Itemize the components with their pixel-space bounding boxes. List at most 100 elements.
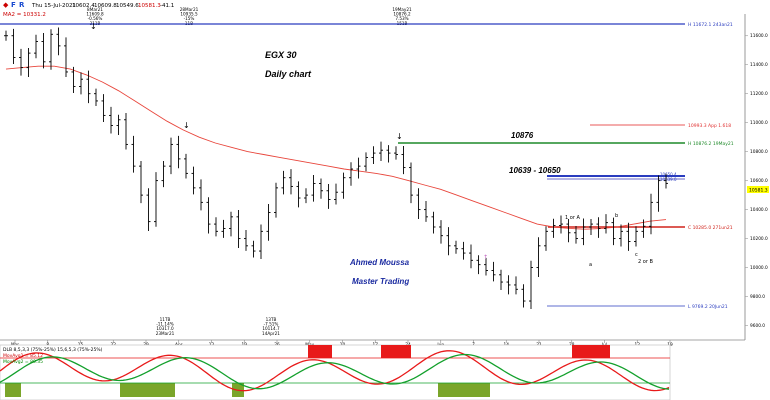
- osc-movavg1: MovAvg1 = 85.12: [3, 353, 43, 359]
- toolbar-low: 10549.6: [116, 3, 139, 9]
- price-tick-label: 11400.0: [750, 62, 768, 68]
- toolbar-high: 10609.8: [94, 3, 117, 9]
- ohlc-bar: [551, 218, 556, 238]
- ohlc-bar: [334, 183, 338, 205]
- ohlc-bar: [236, 210, 241, 248]
- osc-movavg2: MovAvg2 = 80.35: [3, 359, 43, 365]
- ohlc-bar: [604, 214, 608, 234]
- last-price-text: 10581.3: [749, 188, 768, 194]
- ohlc-bar: [611, 217, 616, 246]
- f-icon[interactable]: F: [11, 1, 16, 9]
- ohlc-bar: [281, 170, 286, 195]
- last-price-marker: [747, 186, 769, 193]
- ohlc-bar: [566, 219, 571, 243]
- ohlc-bar: [409, 162, 413, 204]
- ohlc-bar: [49, 29, 53, 70]
- level-label-9769: L 9769.2 20Jun21: [688, 304, 728, 310]
- callout-line: 311B: [90, 21, 101, 26]
- ohlc-bar: [349, 162, 353, 186]
- ohlc-bar: [251, 240, 256, 258]
- callout-line: 7.53%: [395, 16, 408, 21]
- ohlc-bar: [649, 193, 653, 235]
- osc-red-zone: [308, 345, 332, 358]
- ohlc-bar: [461, 241, 466, 260]
- callout-line: 19May21: [392, 7, 412, 12]
- level-label-app: 10993.3 App 1.618: [688, 123, 731, 129]
- wave-label-c: c: [635, 252, 638, 258]
- ohlc-bar: [506, 275, 511, 295]
- ohlc-bar: [319, 178, 323, 199]
- ohlc-bar: [206, 197, 211, 234]
- ohlc-bar: [641, 219, 646, 238]
- ohlc-bar: [559, 215, 563, 234]
- ohlc-bar: [19, 48, 23, 76]
- ohlc-bar: [101, 94, 106, 122]
- price-axis: 11600.0 11400.0 11200.0 11000.0 10800.0 10600…: [745, 33, 768, 329]
- chart-subtitle: Daily chart: [265, 69, 312, 79]
- ohlc-bar: [424, 201, 428, 222]
- ohlc-bar: [401, 145, 406, 175]
- wave-label-2b: 2 or B: [638, 259, 653, 265]
- ohlc-bar: [581, 218, 586, 246]
- osc-green-zone: [120, 383, 175, 397]
- ohlc-bar: [109, 106, 113, 134]
- callout-line: 151B: [397, 21, 408, 26]
- callout-line: 11B: [185, 21, 193, 26]
- toolbar-change: -41.1: [160, 3, 174, 9]
- toolbar: ◆ F R Thu 15-Jul-2021 10602.4 10609.8 10…: [3, 1, 174, 9]
- toolbar-close: 10581.3: [138, 3, 161, 9]
- moving-average-line: [5, 65, 667, 230]
- price-tick-label: 9800.0: [750, 294, 765, 300]
- ohlc-bar: [356, 157, 361, 179]
- chart-title: EGX 30: [265, 50, 297, 60]
- ohlc-bar: [71, 66, 76, 93]
- callout-line: -0.56%: [88, 16, 103, 21]
- wave-label-a: a: [589, 262, 592, 268]
- ohlc-bar: [176, 135, 181, 169]
- annotation-10876: 10876: [511, 131, 534, 140]
- ohlc-bar: [439, 220, 443, 244]
- ohlc-bar: [229, 211, 233, 237]
- ohlc-bar: [634, 226, 638, 247]
- ohlc-bar: [244, 230, 248, 251]
- callout-line: 10114.7: [262, 326, 280, 331]
- osc-green-zone: [438, 383, 490, 397]
- ohlc-bar: [476, 255, 481, 275]
- osc-red-zone: [572, 345, 610, 358]
- callout-line: 28Mar21: [180, 7, 199, 12]
- wave-label-1a: 1 or A: [565, 215, 580, 221]
- price-tick-label: 11200.0: [750, 91, 768, 97]
- ohlc-bar: [191, 166, 196, 195]
- level-label-11672: H 11672.1 243an21: [688, 22, 733, 28]
- ohlc-bar: [86, 70, 91, 104]
- ohlc-bar: [484, 257, 488, 276]
- annotation-range: 10639 - 10650: [509, 166, 561, 175]
- ohlc-bar: [124, 112, 128, 150]
- callout-line: 23Mar21: [156, 331, 175, 336]
- d-icon[interactable]: ◆: [3, 1, 9, 9]
- ohlc-bar: [514, 276, 518, 295]
- ohlc-bar: [274, 182, 278, 218]
- ohlc-bar: [259, 224, 263, 260]
- ohlc-bar: [296, 181, 301, 208]
- ohlc-bar: [536, 237, 541, 277]
- callout-line: 11TB: [160, 317, 171, 322]
- r-icon[interactable]: R: [19, 1, 25, 9]
- ohlc-bar: [341, 172, 346, 199]
- ohlc-bar: [146, 188, 151, 232]
- ohlc-bar: [379, 141, 383, 162]
- ohlc-bar: [431, 211, 436, 234]
- ohlc-bar: [664, 173, 668, 189]
- ohlc-bar: [199, 179, 203, 211]
- level-tag-10639: 10639.0: [660, 177, 677, 182]
- plot-bg: [0, 0, 745, 400]
- callout-line: -15%: [184, 16, 195, 21]
- ohlc-bar: [214, 217, 218, 237]
- callout-line: 10317.0: [156, 326, 174, 331]
- price-tick-label: 10800.0: [750, 149, 768, 155]
- ohlc-bar: [154, 172, 158, 227]
- ohlc-bar: [589, 219, 593, 235]
